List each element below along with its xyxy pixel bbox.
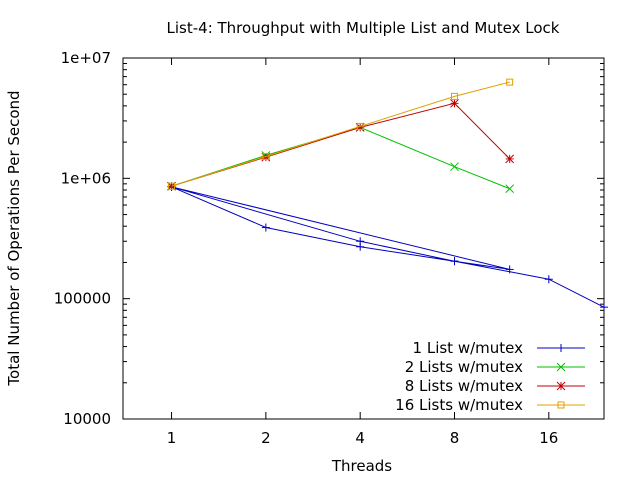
data-point <box>544 275 553 284</box>
data-point <box>168 182 176 190</box>
data-point <box>262 152 270 160</box>
x-tick-label: 4 <box>355 429 365 447</box>
y-tick-label: 100000 <box>54 290 111 308</box>
series-line <box>171 186 605 308</box>
x-tick-label: 2 <box>261 429 271 447</box>
y-tick-label: 1e+06 <box>61 169 111 187</box>
chart-title: List-4: Throughput with Multiple List an… <box>167 19 560 37</box>
data-point <box>356 122 364 130</box>
y-tick-label: 10000 <box>63 410 111 428</box>
x-tick-label: 16 <box>539 429 558 447</box>
series-layer <box>167 78 608 312</box>
data-point <box>506 78 514 86</box>
data-point <box>600 303 608 312</box>
series-line <box>171 102 511 187</box>
data-point <box>451 92 459 100</box>
legend-entry: 16 Lists w/mutex <box>395 396 585 414</box>
data-point <box>450 98 459 108</box>
y-axis-label: Total Number of Operations Per Second <box>5 90 23 386</box>
data-point <box>557 344 565 352</box>
series <box>167 98 515 191</box>
x-tick-label: 1 <box>167 429 177 447</box>
data-point <box>450 257 459 266</box>
x-axis-label: Threads <box>331 457 392 475</box>
data-point <box>450 162 459 172</box>
legend-entry: 1 List w/mutex <box>413 339 585 357</box>
y-tick-label: 1e+07 <box>61 49 111 67</box>
series-line <box>171 81 510 187</box>
legend-entry: 2 Lists w/mutex <box>405 358 585 376</box>
data-point <box>557 401 565 409</box>
data-point <box>556 362 566 372</box>
legend-label: 2 Lists w/mutex <box>405 358 523 376</box>
data-point <box>356 237 365 246</box>
series-line <box>171 126 510 190</box>
data-point <box>505 154 515 164</box>
data-point <box>505 265 514 274</box>
data-point <box>556 381 566 391</box>
plot-frame <box>122 57 605 420</box>
data-point <box>261 223 270 232</box>
legend-label: 1 List w/mutex <box>413 339 524 357</box>
legend-label: 8 Lists w/mutex <box>405 377 523 395</box>
x-tick-label: 8 <box>450 429 460 447</box>
legend-label: 16 Lists w/mutex <box>395 396 523 414</box>
legend-entry: 8 Lists w/mutex <box>405 377 585 395</box>
axis-ticks: 1 2 4 8 16 10000 100000 1e+06 1e+07 <box>54 49 604 447</box>
data-point <box>505 184 515 194</box>
series <box>167 182 608 312</box>
series <box>168 78 514 190</box>
